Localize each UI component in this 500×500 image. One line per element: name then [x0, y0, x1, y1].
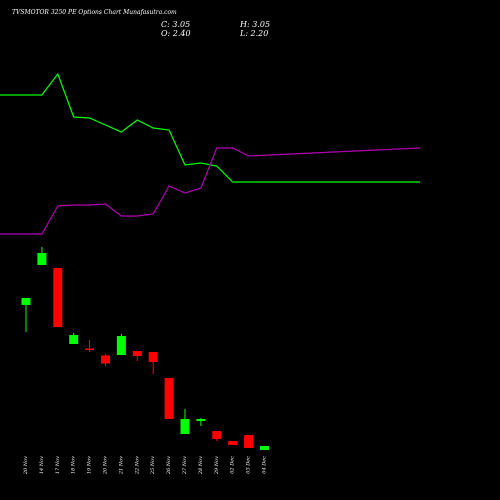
candle-body — [53, 268, 63, 327]
candle-body — [21, 298, 31, 305]
indicator-lines — [0, 72, 421, 235]
candle-body — [37, 253, 47, 265]
candlesticks — [21, 247, 269, 450]
candle-body — [260, 446, 269, 450]
x-tick-label: 20 Nov — [103, 456, 109, 475]
candle-body — [101, 355, 110, 364]
x-tick-label: 21 Nov — [118, 456, 124, 475]
x-tick-label: 03 Dec — [246, 456, 252, 474]
candle-body — [244, 435, 254, 448]
candle-body — [132, 351, 142, 356]
close-readout: C: 3.05 — [161, 20, 190, 29]
x-tick-label: 26 Nov — [166, 456, 172, 475]
chart-title: TVSMOTOR 3250 PE Options Chart Munafasut… — [12, 9, 177, 16]
indicator-line-2 — [0, 147, 421, 235]
open-readout: O: 2.40 — [161, 29, 191, 38]
x-tick-label: 18 Nov — [71, 456, 77, 474]
x-tick-label: 20 Nov — [23, 456, 29, 475]
low-readout: L: 2.20 — [239, 29, 268, 38]
candle-body — [116, 336, 126, 355]
high-readout: H: 3.05 — [239, 20, 270, 29]
candle-body — [196, 419, 206, 421]
x-tick-label: 29 Nov — [214, 456, 220, 475]
candle-body — [85, 348, 95, 350]
x-tick-label: 22 Nov — [134, 456, 140, 475]
candle-body — [148, 352, 158, 362]
x-tick-label: 19 Nov — [87, 456, 93, 474]
x-tick-label: 27 Nov — [182, 456, 188, 475]
x-tick-label: 04 Dec — [262, 456, 268, 474]
indicator-line-1 — [0, 72, 420, 183]
candle-body — [164, 378, 174, 419]
candle-body — [180, 419, 190, 434]
candle-body — [212, 431, 222, 439]
x-tick-label: 28 Nov — [198, 456, 204, 475]
candle-body — [228, 441, 238, 445]
x-axis-tick-labels: 20 Nov 14 Nov 17 Nov 18 Nov 19 Nov 20 Nov 21 N… — [23, 456, 268, 475]
x-tick-label: 25 Nov — [150, 456, 156, 475]
candle-body — [69, 335, 79, 344]
x-tick-label: 17 Nov — [55, 456, 61, 474]
x-tick-label: 14 Nov — [39, 456, 45, 474]
x-tick-label: 02 Dec — [230, 456, 236, 474]
